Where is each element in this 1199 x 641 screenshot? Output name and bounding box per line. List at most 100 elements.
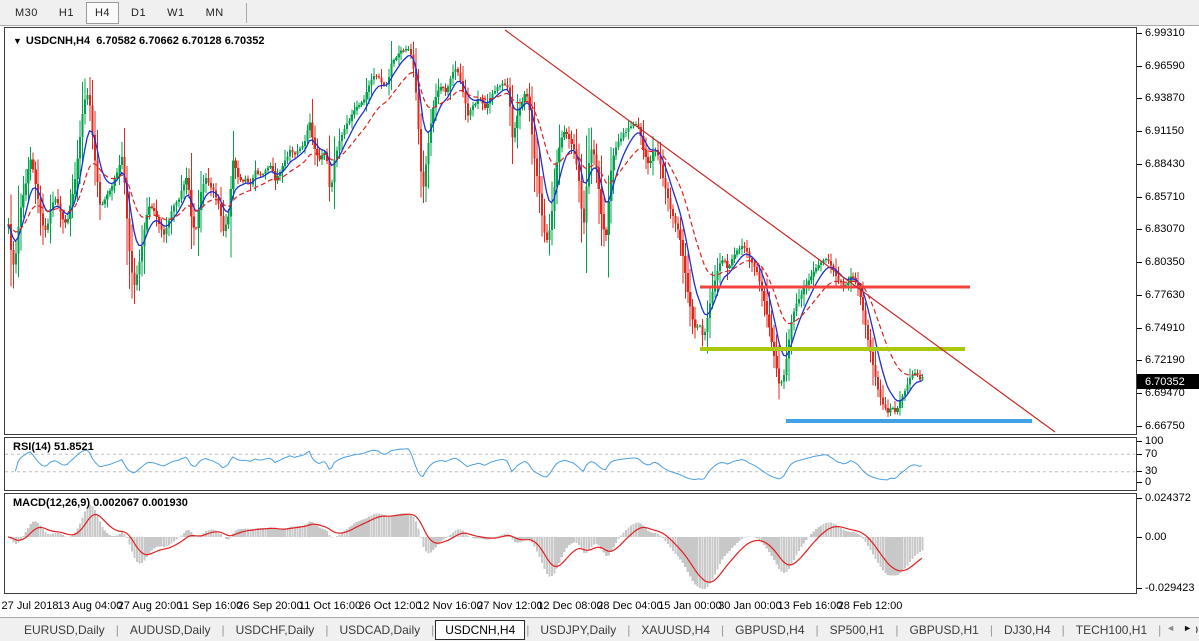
date-axis-label: 13 Aug 04:00	[57, 600, 123, 612]
symbol-tab-usdjpy-daily[interactable]: USDJPY,Daily	[540, 622, 617, 637]
rsi-label: RSI(14) 51.8521	[13, 441, 94, 453]
price-tick: 6.85710	[1137, 191, 1185, 203]
price-tick: 6.83070	[1137, 223, 1185, 235]
toolbar-separator	[245, 2, 247, 23]
main-chart-pane[interactable]: ▼ USDCNH,H4 6.70582 6.70662 6.70128 6.703…	[4, 27, 1137, 435]
symbol-tab-gbpusd-h4[interactable]: GBPUSD,H4	[735, 622, 805, 637]
macd-scale-tick: -0.029423	[1137, 582, 1195, 594]
tab-scroll-right-icon[interactable]: ►	[1183, 623, 1192, 633]
date-axis-label: 12 Dec 08:00	[537, 600, 603, 612]
price-tick: 6.88430	[1137, 158, 1185, 170]
symbol-tab-eurusd-daily[interactable]: EURUSD,Daily	[24, 622, 105, 637]
timeframe-toolbar: M30 H1 H4 D1 W1 MN	[0, 0, 1199, 26]
chart-header: ▼ USDCNH,H4 6.70582 6.70662 6.70128 6.703…	[13, 35, 264, 47]
timeframe-tab-mn[interactable]: MN	[205, 6, 224, 19]
date-axis-label: 27 Nov 12:00	[477, 600, 543, 612]
date-axis-label: 11 Oct 16:00	[298, 600, 362, 612]
tab-separator: |	[895, 622, 899, 637]
symbol-tab-bar: EURUSD,Daily | AUDUSD,Daily | USDCHF,Daily | U…	[0, 617, 1199, 641]
tab-separator: |	[431, 622, 435, 637]
symbol-tab-usdcnh-h4[interactable]: USDCNH,H4	[435, 619, 526, 640]
tick-mark	[1137, 130, 1142, 132]
date-axis-label: 28 Feb 12:00	[837, 600, 903, 612]
date-axis-label: 15 Jan 00:00	[658, 600, 722, 612]
price-tick: 6.80350	[1137, 256, 1185, 268]
tick-mark	[1137, 32, 1142, 34]
symbol-tab-usdchf-daily[interactable]: USDCHF,Daily	[235, 622, 315, 637]
symbol-tab-sp500-h1[interactable]: SP500,H1	[829, 622, 885, 637]
chart-symbol: USDCNH,H4	[25, 35, 91, 47]
date-axis-label: 26 Oct 12:00	[358, 600, 422, 612]
tab-separator: |	[989, 622, 993, 637]
tab-separator: |	[526, 622, 530, 637]
symbol-tab-tech100-h1[interactable]: TECH100,H1	[1075, 622, 1148, 637]
tab-separator: |	[325, 622, 329, 637]
timeframe-tab-h4[interactable]: H4	[85, 1, 120, 24]
tab-separator: |	[627, 622, 631, 637]
symbol-dropdown-icon[interactable]: ▼	[13, 36, 22, 46]
tab-scroll-arrows: ◄ ►	[1162, 621, 1196, 635]
price-tick: 6.93870	[1137, 92, 1185, 104]
tick-mark	[1137, 65, 1142, 67]
tick-mark	[1137, 497, 1142, 499]
tick-mark	[1137, 196, 1142, 198]
rsi-scale-tick: 30	[1137, 465, 1157, 477]
macd-scale-tick: 0.00	[1137, 531, 1166, 543]
symbol-tab-gbpusd-h1[interactable]: GBPUSD,H1	[909, 622, 979, 637]
tick-mark	[1137, 481, 1142, 483]
tick-mark	[1137, 470, 1142, 472]
tab-separator: |	[721, 622, 725, 637]
date-axis-label: 27 Jul 2018	[1, 600, 59, 612]
date-axis-label: 30 Jan 00:00	[718, 600, 782, 612]
tab-separator: |	[115, 622, 119, 637]
symbol-tab-dj30-h4[interactable]: DJ30,H4	[1003, 622, 1051, 637]
tab-separator: |	[221, 622, 225, 637]
price-tick: 6.66750	[1137, 420, 1185, 432]
timeframe-tab-m30[interactable]: M30	[15, 6, 38, 19]
date-axis-label: 13 Feb 16:00	[777, 600, 843, 612]
timeframe-tab-w1[interactable]: W1	[167, 6, 185, 19]
macd-pane[interactable]: MACD(12,26,9) 0.002067 0.001930	[4, 493, 1137, 594]
macd-label: MACD(12,26,9) 0.002067 0.001930	[13, 497, 188, 509]
timeframe-tab-h1[interactable]: H1	[58, 6, 74, 19]
tab-separator: |	[1061, 622, 1065, 637]
timeframe-tab-d1[interactable]: D1	[131, 6, 147, 19]
bottom-tabs: EURUSD,Daily | AUDUSD,Daily | USDCHF,Daily | U…	[0, 618, 1199, 641]
rsi-scale-tick: 70	[1137, 448, 1157, 460]
macd-scale-tick: 0.024372	[1137, 492, 1191, 504]
date-axis-label: 28 Dec 04:00	[597, 600, 663, 612]
rsi-scale-tick: 0	[1137, 476, 1151, 488]
tick-mark	[1137, 440, 1142, 442]
tick-mark	[1137, 453, 1142, 455]
tick-mark	[1137, 228, 1142, 230]
price-tick: 6.69470	[1137, 387, 1185, 399]
price-tick: 6.91150	[1137, 125, 1184, 137]
tick-mark	[1137, 163, 1142, 165]
tick-mark	[1137, 425, 1142, 427]
date-axis-label: 26 Sep 20:00	[237, 600, 303, 612]
tick-mark	[1137, 587, 1142, 589]
date-axis-label: 12 Nov 16:00	[417, 600, 483, 612]
price-tick: 6.72190	[1137, 354, 1185, 366]
tick-mark	[1137, 261, 1142, 263]
price-tick: 6.96590	[1137, 60, 1185, 72]
tick-mark	[1137, 392, 1142, 394]
rsi-scale-tick: 100	[1137, 435, 1163, 447]
tick-mark	[1137, 294, 1142, 296]
tick-mark	[1137, 97, 1142, 99]
date-axis-label: 11 Sep 16:00	[177, 600, 243, 612]
current-price-badge: 6.70352	[1137, 374, 1199, 389]
tab-separator: |	[815, 622, 819, 637]
date-axis-label: 27 Aug 20:00	[117, 600, 183, 612]
symbol-tab-usdcad-daily[interactable]: USDCAD,Daily	[339, 622, 421, 637]
tab-separator: |	[1158, 622, 1162, 637]
tab-scroll-left-icon[interactable]: ◄	[1166, 623, 1176, 633]
rsi-pane[interactable]: RSI(14) 51.8521	[4, 437, 1137, 491]
price-tick: 6.77630	[1137, 289, 1185, 301]
price-tick: 6.74910	[1137, 322, 1185, 334]
price-tick: 6.99310	[1137, 27, 1185, 39]
symbol-tab-audusd-daily[interactable]: AUDUSD,Daily	[129, 622, 211, 637]
symbol-tab-xauusd-h4[interactable]: XAUUSD,H4	[641, 622, 711, 637]
tick-mark	[1137, 359, 1142, 361]
